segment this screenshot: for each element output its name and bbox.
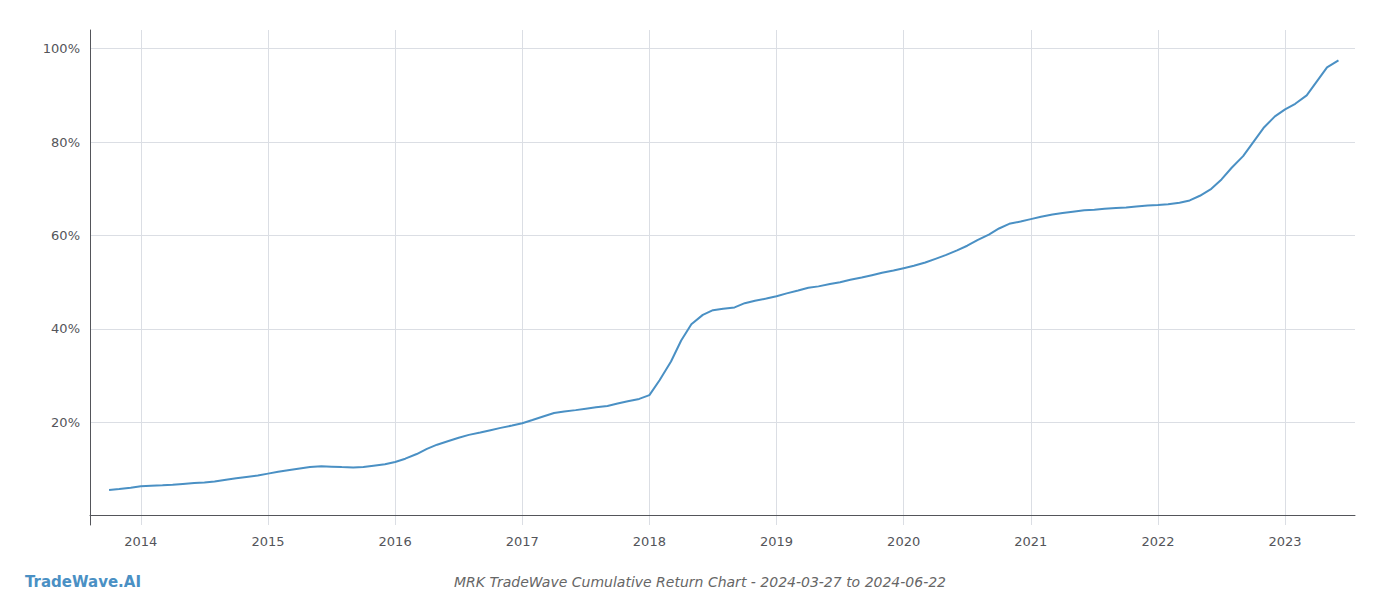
svg-text:40%: 40%: [51, 321, 80, 336]
svg-text:2017: 2017: [506, 534, 539, 549]
svg-text:2014: 2014: [124, 534, 157, 549]
svg-text:2016: 2016: [379, 534, 412, 549]
svg-text:2023: 2023: [1269, 534, 1302, 549]
svg-text:60%: 60%: [51, 228, 80, 243]
svg-text:20%: 20%: [51, 415, 80, 430]
svg-text:TradeWave.AI: TradeWave.AI: [25, 573, 141, 591]
svg-text:2018: 2018: [633, 534, 666, 549]
svg-text:2015: 2015: [251, 534, 284, 549]
svg-text:100%: 100%: [43, 41, 80, 56]
svg-text:2021: 2021: [1014, 534, 1047, 549]
svg-text:MRK TradeWave Cumulative Retur: MRK TradeWave Cumulative Return Chart - …: [454, 574, 946, 590]
svg-text:2019: 2019: [760, 534, 793, 549]
svg-text:2020: 2020: [887, 534, 920, 549]
svg-text:80%: 80%: [51, 135, 80, 150]
svg-text:2022: 2022: [1141, 534, 1174, 549]
